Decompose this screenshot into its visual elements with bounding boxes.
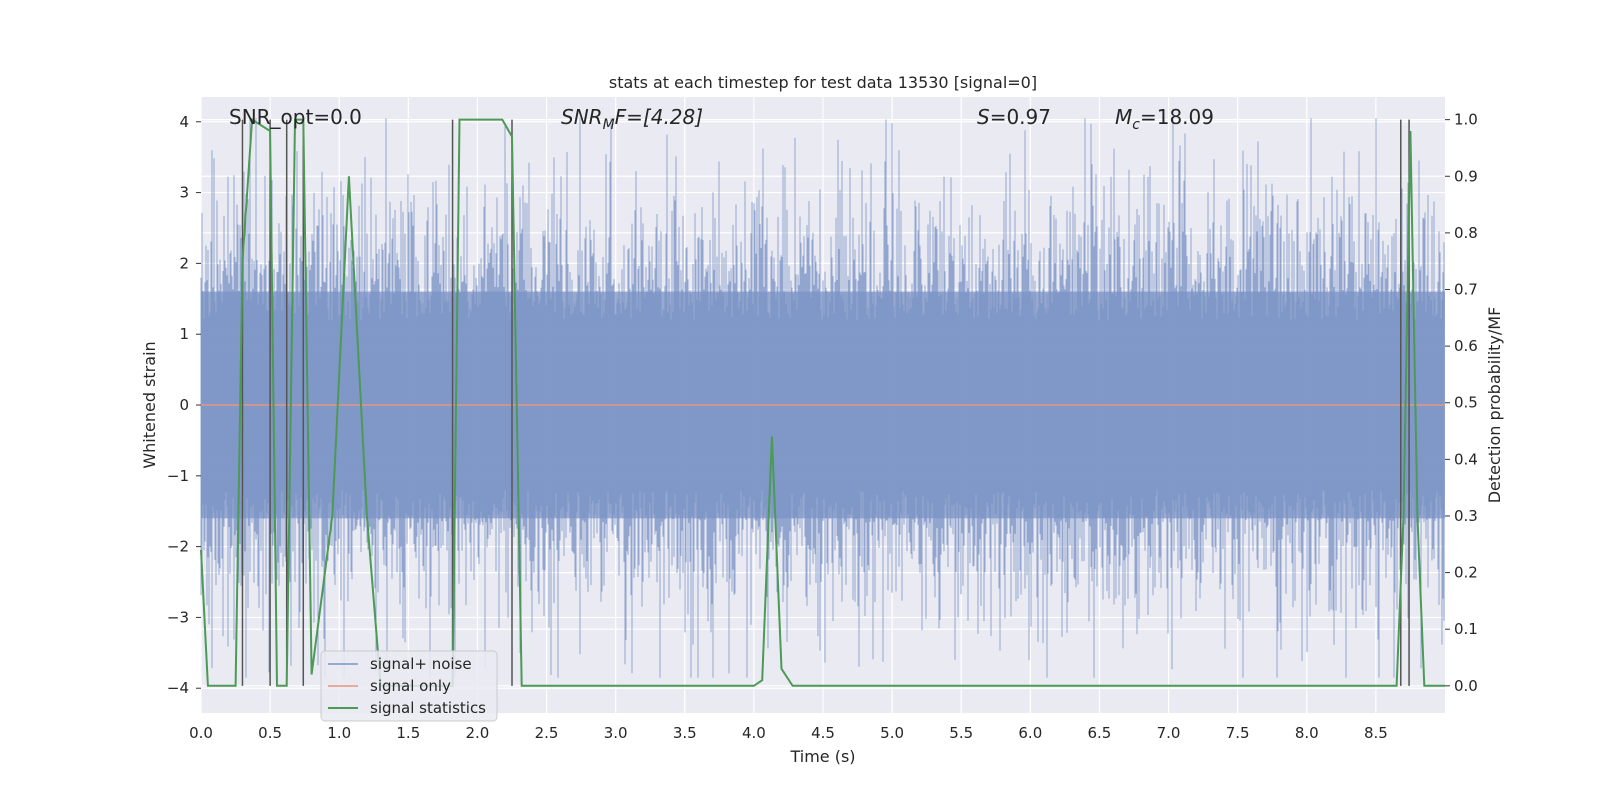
y-tick-label: 1: [179, 325, 189, 343]
y-tick-label: 2: [179, 254, 189, 272]
y2-tick-label: 0.3: [1454, 507, 1478, 525]
y2-tick-label: 0.8: [1454, 224, 1478, 242]
y-axis-label: Whitened strain: [140, 341, 159, 468]
x-tick-label: 2.0: [466, 724, 490, 742]
y-tick-label: 3: [179, 184, 189, 202]
x-tick-label: 7.0: [1157, 724, 1181, 742]
annotation-snr-mf: SNRMF=[4.28]: [561, 105, 703, 133]
y-tick-label: −3: [167, 608, 189, 626]
x-tick-label: 2.5: [535, 724, 559, 742]
y2-tick-label: 0.5: [1454, 394, 1478, 412]
y-tick-label: −1: [167, 467, 189, 485]
y2-tick-label: 0.6: [1454, 337, 1478, 355]
noise-trace: [200, 118, 1445, 678]
y2-tick-labels: 1.0 0.9 0.8 0.7 0.6 0.5 0.4 0.3 0.2 0.1 0.0: [1445, 111, 1478, 695]
y2-tick-label: 0.4: [1454, 450, 1478, 468]
y-tick-label: 0: [179, 396, 189, 414]
x-tick-label: 0.5: [258, 724, 282, 742]
x-tick-label: 6.0: [1018, 724, 1042, 742]
legend-label-signal-noise: signal+ noise: [370, 655, 472, 673]
y-tick-label: −4: [167, 679, 189, 697]
legend: signal+ noise signal only signal statist…: [320, 650, 498, 722]
x-tick-label: 3.5: [673, 724, 697, 742]
y-tick-label: 4: [179, 113, 189, 131]
chart-title: stats at each timestep for test data 135…: [609, 73, 1037, 92]
x-tick-label: 4.0: [742, 724, 766, 742]
vertical-markers: [241, 119, 1410, 686]
annotation-mc: Mc=18.09: [1115, 105, 1214, 133]
annotation-snr-opt: SNR_opt=0.0: [229, 105, 362, 129]
legend-box: [320, 650, 498, 722]
x-tick-label: 8.5: [1364, 724, 1388, 742]
y2-tick-label: 0.2: [1454, 564, 1478, 582]
x-tick-label: 5.5: [949, 724, 973, 742]
x-tick-label: 0.0: [189, 724, 213, 742]
x-tick-label: 7.5: [1226, 724, 1250, 742]
x-tick-labels: 0.0 0.5 1.0 1.5 2.0 2.5 3.0 3.5 4.0 4.5 5.0 5.5 6.0 6…: [189, 724, 1388, 742]
y2-tick-label: 0.0: [1454, 677, 1478, 695]
x-tick-label: 6.5: [1088, 724, 1112, 742]
x-tick-label: 1.5: [396, 724, 420, 742]
annotation-s: S=0.97: [977, 105, 1051, 129]
x-tick-label: 5.0: [880, 724, 904, 742]
x-tick-label: 8.0: [1295, 724, 1319, 742]
y2-tick-label: 0.9: [1454, 167, 1478, 185]
y-tick-labels: 4 3 2 1 0 −1 −2 −3 −4: [167, 113, 201, 697]
y-tick-label: −2: [167, 538, 189, 556]
y2-tick-label: 0.7: [1454, 281, 1478, 299]
x-tick-label: 3.0: [604, 724, 628, 742]
y2-axis-label: Detection probability/MF: [1485, 307, 1504, 504]
legend-label-signal-only: signal only: [370, 677, 451, 695]
x-tick-label: 4.5: [811, 724, 835, 742]
x-axis-label: Time (s): [789, 747, 855, 766]
legend-label-signal-statistics: signal statistics: [370, 699, 486, 717]
y2-tick-label: 0.1: [1454, 620, 1478, 638]
y2-tick-label: 1.0: [1454, 111, 1478, 129]
x-tick-label: 1.0: [327, 724, 351, 742]
